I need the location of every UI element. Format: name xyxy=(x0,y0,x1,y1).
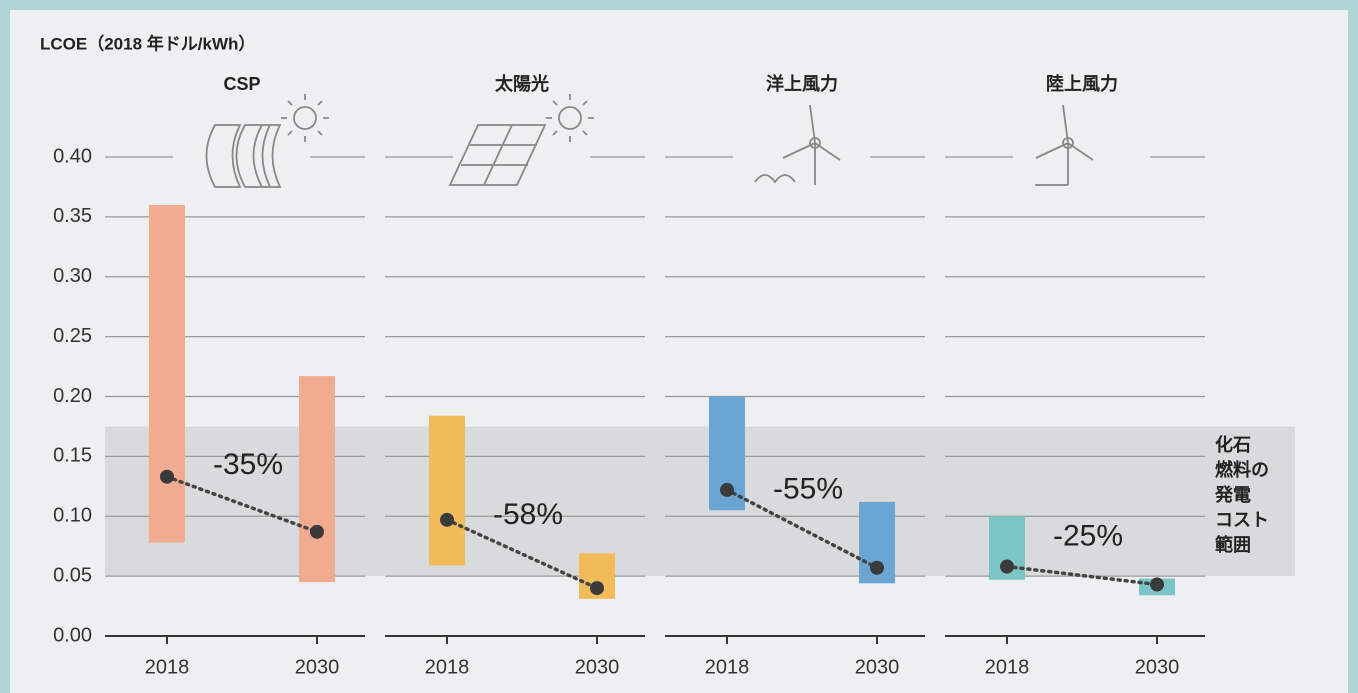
csp-icon xyxy=(205,124,282,188)
panel-title: CSP xyxy=(223,74,260,94)
y-tick-label: 0.00 xyxy=(53,624,92,646)
panel-title: 洋上風力 xyxy=(766,73,838,94)
fossil-range-label: 燃料の xyxy=(1215,459,1269,480)
panel-title: 太陽光 xyxy=(495,73,549,94)
y-tick-label: 0.20 xyxy=(53,385,92,407)
trend-line xyxy=(445,518,599,590)
x-tick-label: 2018 xyxy=(705,656,750,678)
range-bar xyxy=(299,376,335,583)
x-tick-label: 2030 xyxy=(295,656,340,678)
average-dot xyxy=(1150,577,1164,592)
trend-line xyxy=(165,474,319,534)
icons xyxy=(205,94,1094,188)
fossil-range-label: 発電 xyxy=(1214,484,1251,505)
y-tick-label: 0.40 xyxy=(53,145,92,167)
change-label: -25% xyxy=(1053,519,1123,552)
sun-rays xyxy=(281,94,329,142)
offshore-turbine-icon xyxy=(754,104,841,185)
range-bar xyxy=(429,415,465,566)
average-dot xyxy=(310,524,324,539)
y-tick-label: 0.15 xyxy=(53,445,92,467)
change-label: -58% xyxy=(493,498,563,531)
sun-rays xyxy=(546,94,594,142)
change-label: -55% xyxy=(773,473,843,506)
x-tick-label: 2018 xyxy=(145,656,190,678)
onshore-turbine-icon xyxy=(1035,104,1094,186)
fossil-range-label: コスト xyxy=(1215,510,1269,530)
hub xyxy=(809,137,821,149)
y-tick-label: 0.30 xyxy=(53,265,92,287)
trend-line xyxy=(1005,564,1159,587)
average-dot xyxy=(720,482,734,497)
fossil-range-band xyxy=(105,426,1295,577)
fossil-range-label: 化石 xyxy=(1215,434,1251,455)
trend-line xyxy=(725,488,879,570)
range-bar xyxy=(149,204,185,543)
x-tick-label: 2030 xyxy=(575,656,620,678)
solar-panel-icon xyxy=(448,124,547,186)
y-tick-label: 0.10 xyxy=(53,505,92,527)
y-tick-label: 0.25 xyxy=(53,325,92,347)
average-dot xyxy=(160,469,174,484)
average-dot xyxy=(1000,559,1014,574)
change-label: -35% xyxy=(213,448,283,481)
average-dot xyxy=(870,560,884,575)
x-tick-label: 2018 xyxy=(425,656,470,678)
sun-icon xyxy=(558,106,582,130)
y-tick-label: 0.35 xyxy=(53,205,92,227)
y-tick-label: 0.05 xyxy=(53,564,92,586)
average-dot xyxy=(590,581,604,596)
chart-title: LCOE（2018 年ドル/kWh） xyxy=(40,33,255,53)
sun-icon xyxy=(293,106,317,130)
fossil-range-label: 範囲 xyxy=(1215,534,1251,555)
average-dot xyxy=(440,512,454,527)
x-tick-label: 2030 xyxy=(1135,656,1180,678)
panel-title: 陸上風力 xyxy=(1046,73,1118,94)
x-tick-label: 2018 xyxy=(985,656,1030,678)
hub xyxy=(1062,137,1074,149)
x-tick-label: 2030 xyxy=(855,656,900,678)
